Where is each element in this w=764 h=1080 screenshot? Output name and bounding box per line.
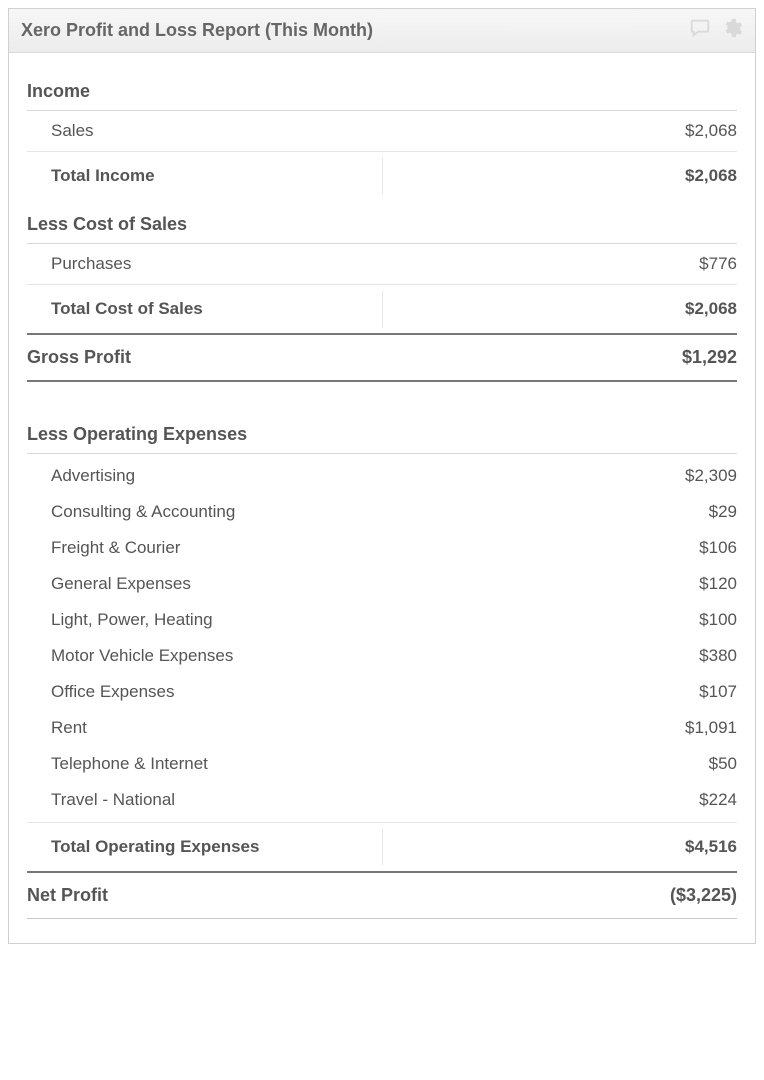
- line-item: Sales $2,068: [27, 111, 737, 152]
- gross-profit-label: Gross Profit: [27, 347, 131, 368]
- gear-icon[interactable]: [721, 17, 743, 44]
- expense-value: $380: [699, 646, 737, 666]
- line-item: Purchases $776: [27, 244, 737, 285]
- widget-actions: [689, 17, 743, 44]
- gross-profit-row: Gross Profit $1,292: [27, 333, 737, 382]
- expense-item: General Expenses $120: [27, 566, 737, 602]
- total-label: Total Income: [27, 166, 155, 186]
- operating-expenses-total-row: Total Operating Expenses $4,516: [27, 823, 737, 871]
- expense-value: $2,309: [685, 466, 737, 486]
- total-value: $2,068: [685, 299, 737, 319]
- profit-loss-widget: Xero Profit and Loss Report (This Month)…: [8, 8, 756, 944]
- vertical-divider: [382, 158, 383, 194]
- expense-item: Rent $1,091: [27, 710, 737, 746]
- expense-value: $50: [709, 754, 737, 774]
- line-item-value: $2,068: [685, 121, 737, 141]
- expense-value: $224: [699, 790, 737, 810]
- expense-item: Office Expenses $107: [27, 674, 737, 710]
- expense-label: General Expenses: [27, 574, 191, 594]
- net-profit-value: ($3,225): [670, 885, 737, 906]
- income-heading: Income: [27, 67, 737, 111]
- operating-expenses-heading: Less Operating Expenses: [27, 410, 737, 454]
- expense-item: Consulting & Accounting $29: [27, 494, 737, 530]
- line-item-label: Purchases: [27, 254, 131, 274]
- expense-label: Freight & Courier: [27, 538, 180, 558]
- expense-item: Advertising $2,309: [27, 458, 737, 494]
- total-label: Total Cost of Sales: [27, 299, 203, 319]
- expense-item: Freight & Courier $106: [27, 530, 737, 566]
- line-item-label: Sales: [27, 121, 94, 141]
- expense-item: Travel - National $224: [27, 782, 737, 818]
- spacer: [27, 382, 737, 410]
- expense-value: $120: [699, 574, 737, 594]
- expense-value: $100: [699, 610, 737, 630]
- net-profit-row: Net Profit ($3,225): [27, 871, 737, 919]
- expense-label: Advertising: [27, 466, 135, 486]
- vertical-divider: [382, 829, 383, 865]
- expense-item: Light, Power, Heating $100: [27, 602, 737, 638]
- total-value: $2,068: [685, 166, 737, 186]
- expense-label: Rent: [27, 718, 87, 738]
- expense-value: $106: [699, 538, 737, 558]
- expense-label: Light, Power, Heating: [27, 610, 213, 630]
- expense-label: Travel - National: [27, 790, 175, 810]
- net-profit-label: Net Profit: [27, 885, 108, 906]
- line-item-value: $776: [699, 254, 737, 274]
- cost-of-sales-heading: Less Cost of Sales: [27, 200, 737, 244]
- comment-icon[interactable]: [689, 17, 711, 44]
- expense-value: $1,091: [685, 718, 737, 738]
- widget-title: Xero Profit and Loss Report (This Month): [21, 20, 373, 41]
- vertical-divider: [382, 291, 383, 327]
- expense-value: $29: [709, 502, 737, 522]
- expense-label: Telephone & Internet: [27, 754, 208, 774]
- expense-label: Motor Vehicle Expenses: [27, 646, 233, 666]
- expense-item: Motor Vehicle Expenses $380: [27, 638, 737, 674]
- expense-value: $107: [699, 682, 737, 702]
- expense-label: Office Expenses: [27, 682, 174, 702]
- gross-profit-value: $1,292: [682, 347, 737, 368]
- expense-label: Consulting & Accounting: [27, 502, 235, 522]
- widget-header: Xero Profit and Loss Report (This Month): [9, 9, 755, 53]
- expense-item: Telephone & Internet $50: [27, 746, 737, 782]
- widget-body: Income Sales $2,068 Total Income $2,068 …: [9, 53, 755, 943]
- cost-of-sales-total-row: Total Cost of Sales $2,068: [27, 285, 737, 333]
- income-total-row: Total Income $2,068: [27, 152, 737, 200]
- total-label: Total Operating Expenses: [27, 837, 259, 857]
- total-value: $4,516: [685, 837, 737, 857]
- operating-expenses-list: Advertising $2,309 Consulting & Accounti…: [27, 454, 737, 823]
